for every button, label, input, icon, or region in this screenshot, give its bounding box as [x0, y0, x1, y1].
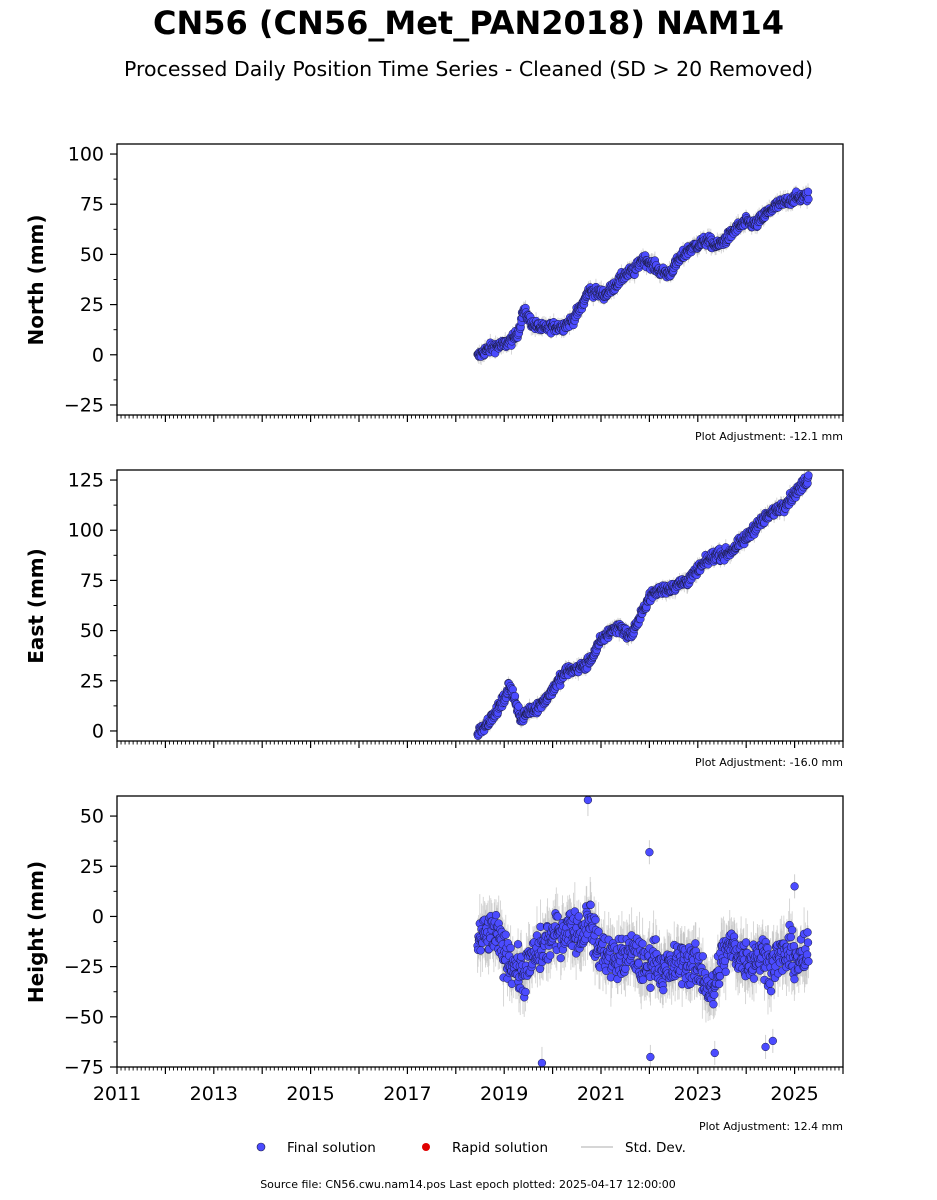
- east-data-layer: [473, 470, 813, 741]
- north-plot-adjustment: Plot Adjustment: -12.1 mm: [695, 430, 843, 443]
- height-data-point: [710, 990, 719, 999]
- north-axis-label: North (mm): [24, 214, 48, 345]
- north-ytick-label: 100: [68, 144, 104, 166]
- height-outlier-point: [761, 1042, 770, 1052]
- north-data-point: [804, 194, 813, 204]
- height-data-point: [546, 951, 555, 960]
- north-ytick-label: 0: [92, 344, 104, 366]
- height-data-point: [594, 927, 603, 936]
- height-data-point: [521, 987, 530, 997]
- north-ytick-label: 75: [80, 194, 104, 216]
- height-data-point: [491, 910, 501, 920]
- height-data-point: [804, 957, 813, 966]
- page-title: CN56 (CN56_Met_PAN2018) NAM14: [152, 4, 784, 42]
- height-data-point: [741, 938, 751, 947]
- height-outlier-point: [583, 796, 593, 805]
- height-ytick-label: 50: [80, 806, 104, 828]
- panel-north: North (mm) Plot Adjustment: -12.1 mm 100…: [24, 143, 844, 443]
- east-ytick-label: 50: [80, 620, 104, 642]
- north-data-layer: [473, 183, 813, 366]
- height-data-point: [591, 915, 600, 924]
- north-ytick-label: 25: [80, 294, 104, 316]
- height-data-point: [634, 959, 643, 968]
- height-ytick-label: 0: [92, 906, 104, 928]
- height-data-point: [553, 912, 562, 921]
- height-axis-label: Height (mm): [24, 861, 48, 1003]
- height-data-point: [803, 938, 813, 947]
- east-axis-label: East (mm): [24, 548, 48, 664]
- height-outlier-point: [710, 1048, 719, 1058]
- height-data-point: [506, 943, 515, 953]
- north-ytick-label: −25: [64, 394, 104, 416]
- height-data-point: [714, 979, 724, 989]
- height-data-point: [586, 900, 595, 910]
- height-data-point: [501, 930, 510, 939]
- height-data-point: [535, 964, 545, 974]
- east-plot-frame: [116, 469, 844, 742]
- height-ytick-label: −75: [64, 1057, 104, 1079]
- north-data-point: [803, 187, 813, 196]
- east-ytick-label: 100: [68, 520, 104, 542]
- height-outlier-point: [537, 1058, 547, 1067]
- height-data-point: [556, 954, 565, 963]
- height-data-point: [691, 939, 700, 948]
- panel-east: East (mm) Plot Adjustment: -16.0 mm 125 1…: [24, 469, 844, 769]
- east-plot-adjustment: Plot Adjustment: -16.0 mm: [695, 756, 843, 769]
- height-outlier-point: [646, 1052, 655, 1062]
- height-data-point: [790, 975, 799, 984]
- height-data-point: [651, 935, 660, 944]
- height-outlier-point: [768, 1036, 777, 1046]
- height-ytick-label: 25: [80, 856, 104, 878]
- height-data-point: [803, 928, 812, 937]
- height-data-point: [715, 971, 725, 981]
- height-ytick-label: −50: [64, 1006, 104, 1028]
- height-data-point: [638, 939, 647, 948]
- height-data-point: [788, 925, 797, 935]
- height-data-point: [513, 940, 523, 949]
- north-plot-frame: [116, 143, 844, 416]
- east-ytick-label: 75: [80, 570, 104, 592]
- height-data-point: [721, 967, 730, 976]
- height-data-point: [476, 946, 485, 955]
- height-data-point: [802, 950, 812, 959]
- height-data-point: [646, 983, 655, 992]
- east-data-point: [804, 471, 813, 480]
- panel-height: Height (mm) Plot Adjustment: 12.4 mm 50 2…: [24, 795, 844, 1133]
- east-ytick-label: 25: [80, 670, 104, 692]
- height-data-point: [659, 986, 668, 995]
- height-outlier-point: [790, 882, 799, 891]
- height-data-point: [698, 952, 708, 961]
- height-plot-adjustment: Plot Adjustment: 12.4 mm: [699, 1120, 843, 1133]
- east-ytick-label: 125: [68, 470, 104, 492]
- height-data-point: [574, 912, 583, 921]
- height-data-point: [709, 1000, 718, 1009]
- north-ytick-label: 50: [80, 244, 104, 266]
- height-ytick-label: −25: [64, 956, 104, 978]
- page-subtitle: Processed Daily Position Time Series - C…: [124, 57, 813, 81]
- height-data-point: [766, 987, 776, 996]
- height-data-point: [786, 932, 796, 942]
- height-data-layer: [473, 796, 813, 1067]
- east-ytick-label: 0: [92, 720, 104, 742]
- height-outlier-point: [645, 848, 654, 857]
- height-data-point: [749, 974, 759, 983]
